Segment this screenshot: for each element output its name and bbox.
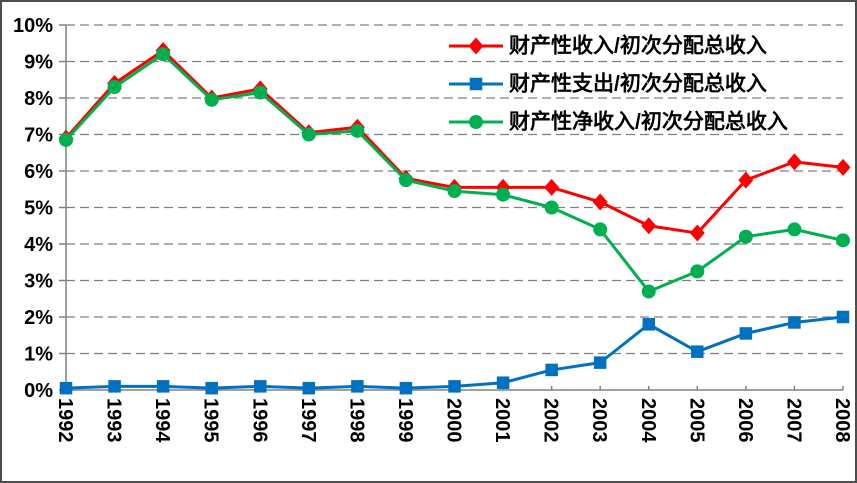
data-point-property-expense-ratio [302, 381, 316, 395]
data-point-property-expense-ratio [351, 380, 364, 393]
data-point-property-income-ratio [835, 158, 851, 176]
data-point-property-expense-ratio [593, 356, 607, 369]
y-axis-labels: 0% 1% 2% 3% 4% 5% 6% 7% 8% 9% 10% [13, 15, 53, 402]
data-point-property-income-ratio [544, 178, 560, 196]
data-point-property-expense-ratio [496, 376, 510, 389]
data-point-property-income-ratio [786, 153, 802, 171]
data-point-property-expense-ratio [156, 380, 170, 393]
y-axis-label: 3% [24, 271, 53, 293]
x-axis-label: 1994 [151, 398, 173, 443]
data-point-property-net-income-ratio [447, 184, 462, 199]
data-point-property-net-income-ratio [398, 173, 413, 188]
data-point-property-net-income-ratio [787, 222, 802, 237]
x-axis-label: 1998 [345, 398, 367, 443]
y-axis-label: 9% [24, 52, 53, 74]
x-axis-label: 2003 [588, 398, 610, 443]
y-axis-label: 4% [24, 234, 53, 256]
data-point-property-expense-ratio [642, 318, 655, 331]
data-point-property-expense-ratio [205, 381, 218, 395]
y-axis-label: 5% [24, 198, 53, 220]
x-axis-label: 2004 [637, 398, 659, 443]
x-axis-label: 2007 [782, 398, 804, 443]
data-point-property-net-income-ratio [641, 284, 656, 299]
data-point-property-income-ratio [738, 171, 754, 189]
x-axis-label: 1997 [297, 398, 319, 443]
x-axis-label: 2001 [491, 398, 513, 443]
data-point-property-net-income-ratio [690, 264, 705, 279]
gridlines [66, 24, 843, 355]
y-axis-label: 6% [24, 161, 53, 183]
y-axis-label: 7% [24, 125, 53, 147]
data-point-property-net-income-ratio [107, 80, 122, 95]
legend-marker-square [469, 77, 483, 91]
x-axis-label: 1993 [103, 398, 125, 443]
x-axis-label: 1995 [200, 398, 222, 443]
data-point-property-net-income-ratio [593, 222, 608, 237]
legend-marker-circle [469, 115, 483, 129]
series-property-expense-ratio [59, 310, 850, 395]
y-axis-label: 2% [24, 307, 53, 329]
x-axis-label: 2005 [685, 398, 707, 443]
data-point-property-net-income-ratio [544, 200, 559, 215]
data-point-property-expense-ratio [108, 380, 121, 393]
y-axis-label: 8% [24, 88, 53, 110]
data-point-property-expense-ratio [545, 363, 558, 377]
data-point-property-expense-ratio [448, 380, 461, 393]
data-point-property-expense-ratio [59, 381, 73, 395]
x-axis-label: 2006 [734, 398, 756, 443]
y-axis-label: 0% [24, 380, 53, 402]
data-point-property-net-income-ratio [836, 233, 850, 248]
data-point-property-expense-ratio [739, 327, 753, 340]
legend-label: 财产性收入/初次分配总收入 [509, 34, 767, 58]
data-point-property-expense-ratio [836, 310, 850, 324]
data-point-property-net-income-ratio [350, 123, 365, 138]
legend-label: 财产性支出/初次分配总收入 [509, 72, 767, 96]
x-axis-label: 1992 [54, 398, 76, 443]
data-point-property-net-income-ratio [59, 132, 73, 147]
data-point-property-net-income-ratio [738, 229, 753, 244]
x-axis-label: 1999 [394, 398, 416, 443]
x-axis-labels: 1992 1993 1994 1995 1996 1997 1998 1999 2000 2001… [54, 398, 853, 443]
data-point-property-net-income-ratio [253, 85, 268, 100]
data-point-property-expense-ratio [788, 316, 801, 329]
legend-item-property-net-income-ratio: 财产性净收入/初次分配总收入 [449, 110, 788, 134]
data-point-property-expense-ratio [691, 345, 704, 358]
data-point-property-net-income-ratio [301, 127, 316, 142]
y-axis-label: 1% [24, 344, 53, 366]
x-axis-label: 2002 [540, 398, 562, 443]
x-axis-label: 1996 [248, 398, 270, 443]
x-axis-label: 2008 [831, 398, 853, 443]
data-point-property-net-income-ratio [204, 92, 219, 107]
data-point-property-income-ratio [641, 217, 657, 235]
series-property-net-income-ratio [59, 47, 850, 299]
data-point-property-income-ratio [689, 224, 705, 242]
data-point-property-net-income-ratio [156, 47, 171, 62]
x-axis-label: 2000 [443, 398, 465, 443]
data-point-property-income-ratio [592, 193, 608, 211]
legend-item-property-expense-ratio: 财产性支出/初次分配总收入 [449, 72, 767, 96]
data-point-property-expense-ratio [254, 380, 267, 393]
legend-item-property-income-ratio: 财产性收入/初次分配总收入 [449, 34, 767, 58]
data-point-property-net-income-ratio [496, 187, 511, 202]
y-axis-label: 10% [13, 15, 53, 37]
legend-label: 财产性净收入/初次分配总收入 [509, 110, 788, 134]
data-point-property-expense-ratio [399, 381, 413, 395]
legend-marker-diamond [468, 37, 484, 55]
